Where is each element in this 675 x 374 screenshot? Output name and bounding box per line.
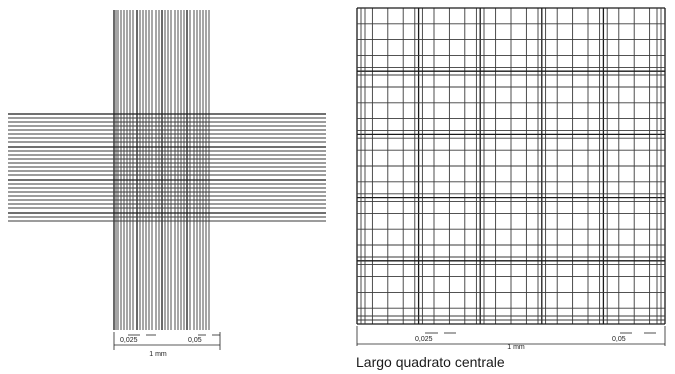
left-width-label: 1 mm <box>149 351 167 358</box>
left-dimension-markers: 0,025 0,05 1 mm <box>113 332 221 358</box>
right-coarse-spacing-label: 0,05 <box>612 336 626 343</box>
left-coarse-spacing-label: 0,05 <box>188 337 202 344</box>
right-width-label: 1 mm <box>507 344 525 351</box>
right-dimension-markers: 0,025 0,05 1 mm <box>356 326 666 351</box>
right-fine-spacing-label: 0,025 <box>415 336 433 343</box>
central-square-grid <box>356 7 666 325</box>
left-fine-spacing-label: 0,025 <box>120 337 138 344</box>
figure-caption: Largo quadrato centrale <box>356 354 505 370</box>
cross-grid-pattern <box>8 10 326 330</box>
